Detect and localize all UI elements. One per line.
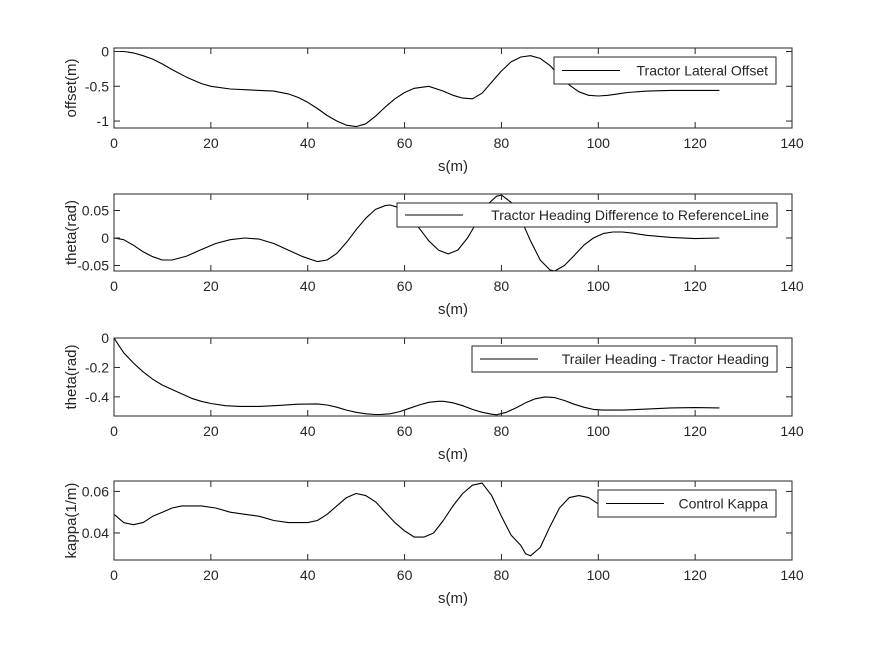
subplot-1: 0 20 40 60 80 100 120 140 0 -0.5 -1 s(m) offset(m) Tr…	[63, 43, 804, 175]
x-tick-label: 60	[397, 423, 413, 439]
x-tick-label: 80	[494, 135, 510, 151]
x-tick-label: 140	[780, 135, 804, 151]
y-tick-label: 0.05	[82, 203, 109, 219]
y-tick-label: -1	[97, 113, 110, 129]
y-tick-label: 0	[101, 43, 109, 59]
axes-box	[113, 193, 793, 272]
y-tick-label: -0.05	[77, 258, 109, 274]
x-tick-label: 80	[494, 423, 510, 439]
x-tick-label: 140	[780, 423, 804, 439]
axes-box	[113, 47, 793, 129]
x-tick-label: 120	[683, 423, 707, 439]
x-tick-label: 120	[683, 567, 707, 583]
x-tick-label: 80	[494, 567, 510, 583]
x-tick-label: 60	[397, 135, 413, 151]
x-tick-label: 80	[494, 278, 510, 294]
series-line-1	[114, 482, 720, 557]
y-tick-label: 0	[101, 230, 109, 246]
series-line-1	[114, 338, 720, 416]
series-line-1	[114, 194, 720, 271]
x-tick-label: 0	[110, 135, 118, 151]
x-axis-label: s(m)	[438, 301, 468, 318]
y-axis-label: kappa(1/m)	[63, 483, 80, 559]
x-tick-label: 0	[110, 567, 118, 583]
x-tick-label: 140	[780, 567, 804, 583]
axes-box	[113, 480, 793, 561]
legend-entry: Tractor Lateral Offset	[637, 63, 769, 79]
y-tick-label: -0.2	[85, 359, 109, 375]
x-tick-label: 0	[110, 278, 118, 294]
x-axis-label: s(m)	[438, 590, 468, 607]
subplot-2: 0 20 40 60 80 100 120 1400.050-0.05s(m)theta(ra…	[63, 193, 804, 318]
y-tick-label: -0.5	[85, 78, 109, 94]
x-tick-label: 20	[203, 567, 219, 583]
y-axis-label: theta(rad)	[63, 200, 80, 265]
legend: Control Kappa	[597, 489, 777, 518]
x-tick-label: 40	[300, 567, 316, 583]
series-line-1	[114, 50, 720, 128]
x-tick-label: 20	[203, 278, 219, 294]
subplot-4: 0 20 40 60 80 100 120 140 0.06 0.04 s(m) kappa(1/m)…	[63, 480, 804, 607]
y-tick-label: 0.04	[82, 525, 109, 541]
axes-box	[113, 337, 793, 417]
x-tick-label: 60	[397, 278, 413, 294]
x-axis-label: s(m)	[438, 446, 468, 463]
x-tick-label: 140	[780, 278, 804, 294]
x-tick-label: 100	[587, 278, 611, 294]
y-tick-label: 0.06	[82, 483, 109, 499]
subplot-3: 0 20 40 60 80 100 120 140 0 -0.2 -0.4 s(m) theta(rad…	[63, 330, 804, 463]
y-tick-label: -0.4	[85, 389, 109, 405]
y-tick-label: 0	[101, 330, 109, 346]
x-tick-label: 40	[300, 423, 316, 439]
y-axis-label: offset(m)	[63, 59, 80, 118]
y-axis-label: theta(rad)	[63, 344, 80, 409]
x-tick-label: 120	[683, 135, 707, 151]
x-tick-label: 0	[110, 423, 118, 439]
x-tick-label: 40	[300, 278, 316, 294]
x-tick-label: 120	[683, 278, 707, 294]
legend: Tractor Lateral Offset	[553, 56, 777, 85]
legend-entry: Control Kappa	[678, 496, 768, 512]
x-tick-label: 20	[203, 423, 219, 439]
x-tick-label: 100	[587, 135, 611, 151]
x-tick-label: 100	[587, 423, 611, 439]
x-tick-label: 40	[300, 135, 316, 151]
legend: Trailer Heading - Tractor Heading	[471, 345, 778, 373]
legend-entry: Trailer Heading - Tractor Heading	[562, 351, 769, 367]
x-tick-label: 20	[203, 135, 219, 151]
x-tick-label: 100	[587, 567, 611, 583]
x-axis-label: s(m)	[438, 158, 468, 175]
legend: Tractor Heading Difference to ReferenceL…	[396, 202, 778, 228]
legend-entry: Tractor Heading Difference to ReferenceL…	[491, 207, 769, 223]
x-tick-label: 60	[397, 567, 413, 583]
